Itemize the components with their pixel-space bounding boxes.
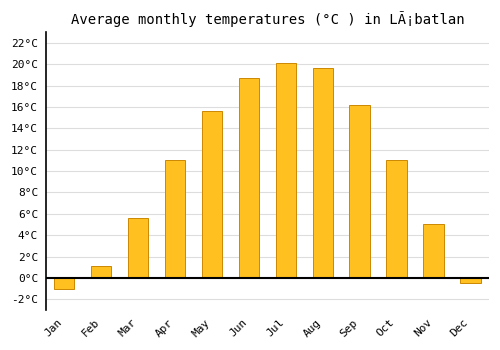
Bar	[386, 160, 406, 278]
Title: Average monthly temperatures (°C ) in LÃ¡batlan: Average monthly temperatures (°C ) in LÃ…	[70, 11, 464, 27]
Bar	[128, 218, 148, 278]
Bar	[238, 78, 259, 278]
Bar	[312, 68, 333, 278]
Bar	[165, 160, 185, 278]
Bar	[350, 105, 370, 278]
Bar	[54, 278, 74, 288]
Bar	[460, 278, 480, 283]
Bar	[202, 111, 222, 278]
Bar	[424, 224, 444, 278]
Bar	[276, 63, 296, 278]
Bar	[91, 266, 112, 278]
